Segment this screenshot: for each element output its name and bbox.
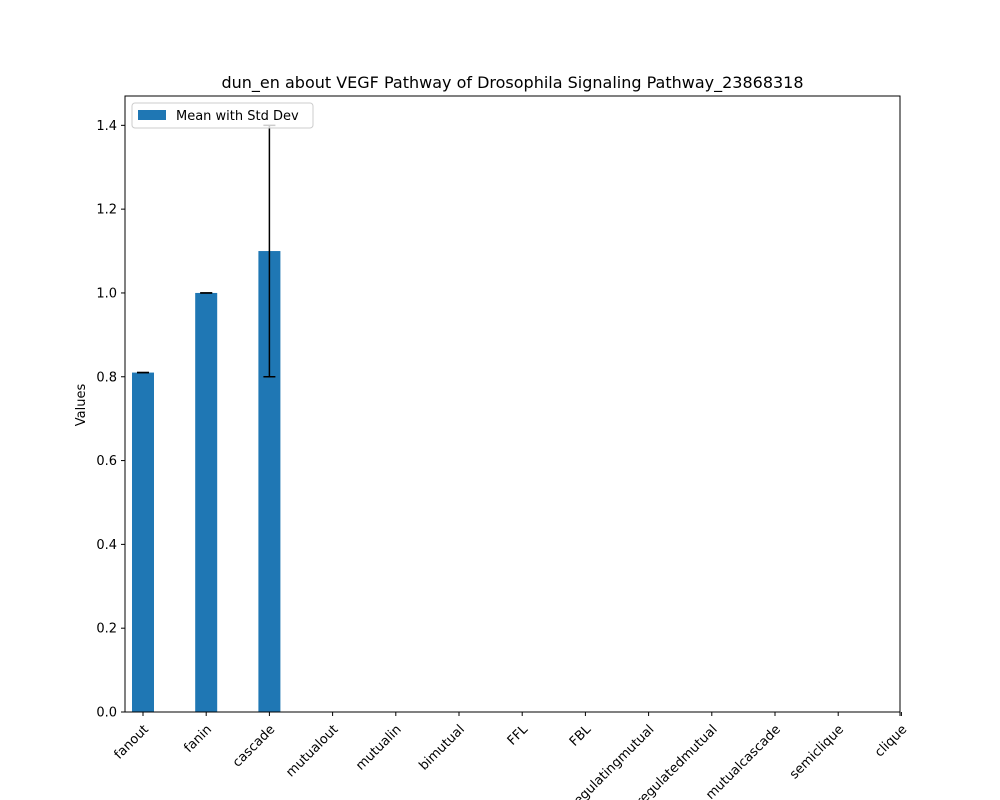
bar-fanin [195, 292, 218, 712]
y-tick-label: 0.2 [96, 622, 117, 637]
bar-fanout [132, 372, 154, 712]
x-tick-label-bimutual: bimutual [416, 722, 467, 773]
legend: Mean with Std Dev [131, 102, 314, 129]
y-axis-ticks: 0.0 0.2 0.4 0.6 0.8 1.0 1.2 1.4 [96, 119, 125, 721]
y-tick-label: 1.4 [96, 119, 117, 134]
x-tick-label-cascade: cascade [230, 722, 278, 770]
errorbars-group [137, 124, 276, 378]
bars-group [132, 251, 281, 713]
y-tick-label: 1.0 [96, 286, 117, 301]
y-tick-label: 1.2 [96, 203, 117, 218]
x-tick-label-semiclique: semiclique [787, 722, 847, 782]
y-tick-label: 0.0 [96, 706, 117, 721]
x-tick-label-fanin: fanin [181, 722, 215, 756]
x-tick-label-FBL: FBL [567, 722, 595, 750]
x-tick-label-fanout: fanout [111, 722, 151, 762]
x-tick-label-mutualin: mutualin [353, 722, 404, 773]
legend-box [131, 102, 314, 129]
y-tick-label: 0.6 [96, 454, 117, 469]
y-tick-label: 0.4 [96, 538, 117, 553]
legend-swatch [138, 110, 166, 120]
y-tick-label: 0.8 [96, 370, 117, 385]
legend-label: Mean with Std Dev [176, 109, 299, 124]
x-axis-ticks: fanout fanin cascade mutualout mutualin bimut… [111, 712, 910, 800]
x-tick-label-FFL: FFL [505, 722, 532, 749]
bar-cascade [258, 251, 281, 713]
x-tick-label-mutualout: mutualout [283, 722, 341, 780]
axes-frame [124, 95, 901, 713]
y-axis-label: Values [74, 384, 89, 427]
chart-title: dun_en about VEGF Pathway of Drosophila … [221, 73, 803, 93]
x-tick-label-clique: clique [872, 722, 910, 760]
